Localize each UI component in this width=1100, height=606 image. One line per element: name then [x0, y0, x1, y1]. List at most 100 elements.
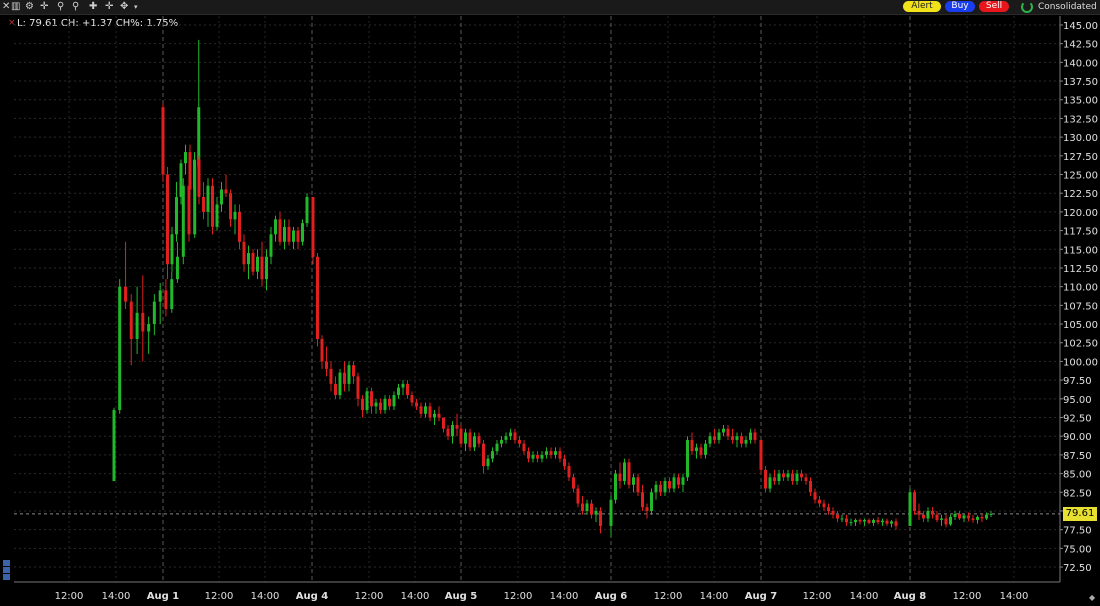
y-tick-label: 120.00	[1063, 208, 1098, 219]
y-tick-label: 135.00	[1063, 96, 1098, 107]
candle-body	[764, 469, 767, 489]
candle-body	[940, 518, 943, 520]
y-tick-label: 107.50	[1063, 301, 1098, 312]
x-tick-label: 12:00	[654, 591, 683, 602]
y-tick-label: 95.00	[1063, 395, 1092, 406]
candle-body	[129, 301, 133, 340]
bar-chart-icon[interactable]: ▥	[11, 1, 21, 12]
candle-body	[477, 436, 481, 444]
candle-body	[181, 185, 185, 257]
candle-body	[585, 503, 589, 511]
candle-body	[325, 361, 328, 369]
settings-icon[interactable]: ⚙	[25, 1, 34, 12]
candle-body	[735, 436, 739, 440]
candle-body	[654, 484, 658, 493]
candle-body	[931, 510, 934, 515]
candle-body	[818, 499, 821, 504]
candle-body	[558, 451, 562, 459]
candle-body	[845, 518, 848, 523]
candle-body	[287, 226, 291, 242]
y-tick-label: 97.50	[1063, 376, 1092, 387]
candle-body	[301, 223, 304, 242]
y-tick-label: 132.50	[1063, 114, 1098, 125]
crosshair-icon[interactable]: ✛	[40, 1, 49, 12]
y-tick-label: 112.50	[1063, 264, 1098, 275]
candle-body	[753, 432, 757, 440]
candle-body	[464, 432, 467, 444]
candle-body	[383, 398, 387, 411]
candle-body	[953, 513, 957, 517]
candle-body	[740, 436, 743, 444]
candle-body	[590, 503, 593, 515]
candle-body	[614, 473, 617, 500]
y-tick-label: 142.50	[1063, 40, 1098, 51]
candle-body	[632, 477, 635, 485]
x-tick-label: 14:00	[550, 591, 579, 602]
scroll-handle-icon[interactable]	[3, 574, 10, 580]
pan-arrows-icon[interactable]: ✥	[120, 1, 129, 12]
candle-body	[374, 402, 378, 407]
x-tick-label: 14:00	[1000, 591, 1029, 602]
refresh-icon[interactable]	[1021, 1, 1033, 13]
x-tick-label: 12:00	[504, 591, 533, 602]
candle-body	[147, 324, 151, 332]
candle-body	[726, 428, 730, 437]
candle-body	[809, 481, 812, 493]
candle-body	[935, 514, 939, 520]
candle-body	[352, 365, 355, 377]
buy-button[interactable]: Buy	[945, 1, 975, 12]
candle-body	[197, 107, 201, 168]
x-tick-label: Aug 8	[894, 591, 926, 602]
candle-body	[773, 477, 776, 482]
candle-body	[175, 256, 179, 280]
candle-body	[695, 447, 698, 452]
candle-body	[135, 312, 139, 340]
candle-body	[962, 515, 966, 519]
y-tick-label: 115.00	[1063, 245, 1098, 256]
x-tick-label: Aug 4	[296, 591, 328, 602]
candle-body	[179, 163, 183, 197]
scroll-down-icon[interactable]	[3, 567, 10, 573]
y-tick-label: 102.50	[1063, 339, 1098, 350]
candle-body	[451, 424, 454, 437]
alert-button[interactable]: Alert	[903, 1, 941, 12]
candle-body	[641, 492, 644, 508]
draw-icon[interactable]: ✚	[89, 1, 98, 12]
candle-body	[708, 436, 712, 444]
close-readout-icon[interactable]: ×	[8, 18, 16, 28]
dropdown-icon[interactable]: ▾	[134, 3, 138, 11]
y-tick-label: 122.50	[1063, 189, 1098, 200]
candle-body	[949, 516, 952, 525]
candle-body	[668, 481, 671, 489]
expand-icon[interactable]: ◆	[1089, 593, 1096, 602]
x-tick-label: Aug 6	[595, 591, 627, 602]
candle-body	[197, 159, 201, 197]
candle-body	[188, 152, 192, 190]
pan-icon[interactable]: ⚲	[72, 1, 80, 12]
candle-body	[849, 522, 853, 524]
scroll-tools[interactable]	[3, 560, 11, 582]
candle-body	[967, 515, 970, 519]
candle-body	[549, 451, 553, 455]
candle-body	[379, 402, 382, 411]
candle-body	[989, 513, 993, 515]
candle-body	[885, 520, 889, 524]
scroll-up-icon[interactable]	[3, 560, 10, 566]
candle-body	[672, 477, 676, 489]
candle-body	[193, 167, 197, 235]
candle-body	[717, 432, 721, 440]
candle-body	[424, 406, 427, 414]
sell-button[interactable]: Sell	[979, 1, 1009, 12]
y-tick-label: 105.00	[1063, 320, 1098, 331]
close-icon[interactable]: ✕	[2, 1, 11, 12]
y-tick-label: 82.50	[1063, 488, 1092, 499]
zoom-icon[interactable]: ⚲	[57, 1, 65, 12]
candle-body	[782, 473, 785, 478]
crosshair-plus-icon[interactable]: ✛	[105, 1, 114, 12]
candle-body	[513, 432, 517, 440]
candle-body	[576, 488, 580, 504]
candle-body	[124, 286, 128, 302]
candle-body	[663, 481, 667, 493]
y-tick-label: 77.50	[1063, 526, 1092, 537]
